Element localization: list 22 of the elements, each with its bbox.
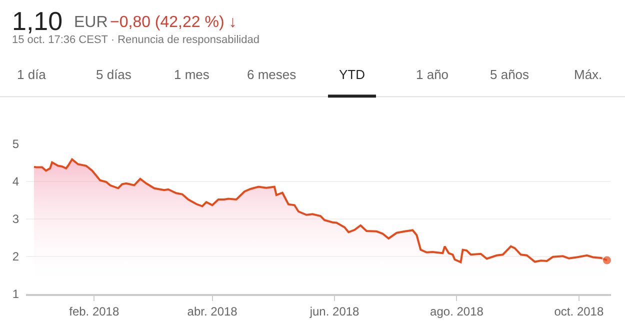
x-tick-label: jun. 2018 <box>308 304 360 318</box>
x-tick-label: abr. 2018 <box>187 304 238 318</box>
text: 5 años <box>490 67 530 82</box>
text: EUR <box>74 14 108 31</box>
text: YTD <box>339 67 365 82</box>
text: 1 mes <box>174 67 210 82</box>
y-tick-label: 3 <box>12 212 20 226</box>
x-tick-label: ago. 2018 <box>430 304 484 318</box>
text: −0,80 (42,22 %) ↓ <box>110 14 237 31</box>
text: Máx. <box>574 67 602 82</box>
y-tick-label: 1 <box>12 287 20 302</box>
chart-subtitle: 15 oct. 17:36 CEST · Renuncia de responsabilidad <box>12 34 260 46</box>
x-tick-label: oct. 2018 <box>554 304 604 318</box>
y-tick-label: 4 <box>12 174 20 189</box>
chart-title: 1,10 <box>12 6 63 36</box>
text: 1 año <box>416 67 449 82</box>
text: 1 día <box>17 67 47 82</box>
text: 5 días <box>96 67 132 82</box>
text: 6 meses <box>247 67 297 82</box>
x-tick-label: feb. 2018 <box>69 304 120 318</box>
y-tick-label: 2 <box>12 250 20 264</box>
y-tick-label: 5 <box>12 137 20 152</box>
